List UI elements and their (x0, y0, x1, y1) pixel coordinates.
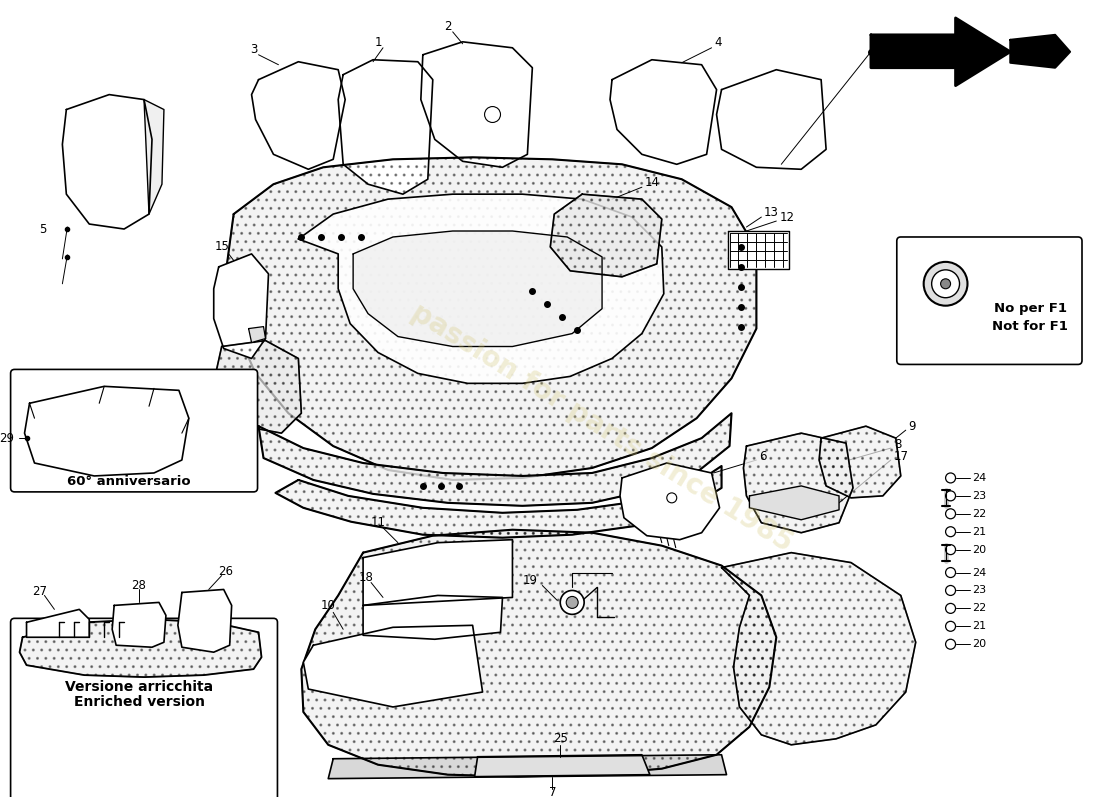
Text: Not for F1: Not for F1 (992, 320, 1068, 333)
Polygon shape (213, 254, 268, 358)
Circle shape (946, 603, 956, 614)
Circle shape (946, 622, 956, 631)
Text: 3: 3 (250, 43, 257, 56)
Text: 21: 21 (972, 526, 987, 537)
Polygon shape (304, 626, 483, 707)
Text: 29: 29 (0, 432, 14, 445)
Polygon shape (252, 62, 345, 170)
Polygon shape (363, 595, 503, 639)
Text: 22: 22 (972, 509, 987, 518)
Text: 11: 11 (371, 516, 385, 530)
Polygon shape (298, 194, 663, 383)
Text: 8: 8 (894, 438, 901, 450)
Circle shape (946, 639, 956, 650)
Polygon shape (610, 60, 716, 164)
Polygon shape (328, 754, 726, 778)
Text: 16: 16 (938, 238, 953, 250)
Circle shape (946, 491, 956, 501)
Text: 28: 28 (132, 579, 146, 592)
Circle shape (946, 586, 956, 595)
Text: 4: 4 (715, 36, 722, 50)
FancyBboxPatch shape (11, 618, 277, 800)
Polygon shape (749, 486, 839, 520)
Text: 20: 20 (972, 545, 987, 554)
Polygon shape (421, 42, 532, 167)
Polygon shape (63, 94, 152, 229)
Polygon shape (1010, 35, 1070, 68)
Polygon shape (716, 70, 826, 170)
Text: Versione arricchita: Versione arricchita (65, 680, 213, 694)
Polygon shape (20, 619, 262, 677)
Polygon shape (363, 540, 513, 606)
Circle shape (946, 567, 956, 578)
Text: No per F1: No per F1 (993, 302, 1067, 315)
Text: 22: 22 (972, 603, 987, 614)
Polygon shape (727, 231, 790, 269)
Polygon shape (275, 466, 722, 538)
Text: 27: 27 (32, 585, 47, 598)
Text: 17: 17 (894, 450, 909, 462)
Text: 7: 7 (549, 786, 556, 799)
Text: 10: 10 (321, 599, 336, 612)
Circle shape (924, 262, 968, 306)
Polygon shape (338, 60, 432, 194)
Circle shape (946, 545, 956, 554)
Polygon shape (144, 99, 164, 214)
FancyBboxPatch shape (11, 370, 257, 492)
Text: 15: 15 (214, 241, 229, 254)
Text: 21: 21 (972, 622, 987, 631)
Text: 12: 12 (779, 210, 794, 223)
Circle shape (946, 473, 956, 483)
Polygon shape (820, 426, 901, 498)
Text: 24: 24 (972, 473, 987, 483)
Text: 23: 23 (972, 586, 987, 595)
Polygon shape (474, 754, 650, 777)
Text: 5: 5 (40, 222, 46, 235)
Circle shape (560, 590, 584, 614)
Polygon shape (722, 553, 915, 745)
Circle shape (566, 597, 579, 608)
Text: 19: 19 (522, 574, 537, 587)
Polygon shape (871, 18, 1010, 86)
Polygon shape (26, 610, 89, 638)
Circle shape (946, 509, 956, 518)
Text: 26: 26 (218, 565, 233, 578)
Text: 60° anniversario: 60° anniversario (67, 475, 191, 489)
Polygon shape (226, 158, 757, 480)
Polygon shape (550, 194, 662, 277)
Circle shape (940, 279, 950, 289)
Circle shape (946, 526, 956, 537)
Polygon shape (744, 433, 852, 533)
Polygon shape (620, 463, 719, 540)
FancyBboxPatch shape (896, 237, 1082, 365)
Text: 9: 9 (909, 420, 916, 433)
Text: 13: 13 (763, 206, 778, 218)
Text: passion for parts since 1985: passion for parts since 1985 (406, 298, 798, 558)
Text: 6: 6 (759, 450, 767, 462)
Polygon shape (353, 231, 602, 346)
Polygon shape (216, 341, 301, 433)
Text: 18: 18 (359, 571, 374, 584)
Circle shape (932, 270, 959, 298)
Text: 1: 1 (374, 36, 382, 50)
Text: 2: 2 (444, 20, 451, 34)
Text: Enriched version: Enriched version (74, 695, 205, 709)
Text: 24: 24 (972, 567, 987, 578)
Text: 23: 23 (972, 491, 987, 501)
Polygon shape (301, 530, 777, 777)
Text: 20: 20 (972, 639, 987, 650)
Polygon shape (258, 414, 732, 506)
Polygon shape (178, 590, 232, 652)
Text: 14: 14 (645, 176, 660, 189)
Polygon shape (249, 326, 265, 342)
Polygon shape (112, 602, 166, 647)
Text: 25: 25 (553, 732, 568, 746)
Polygon shape (24, 386, 189, 476)
